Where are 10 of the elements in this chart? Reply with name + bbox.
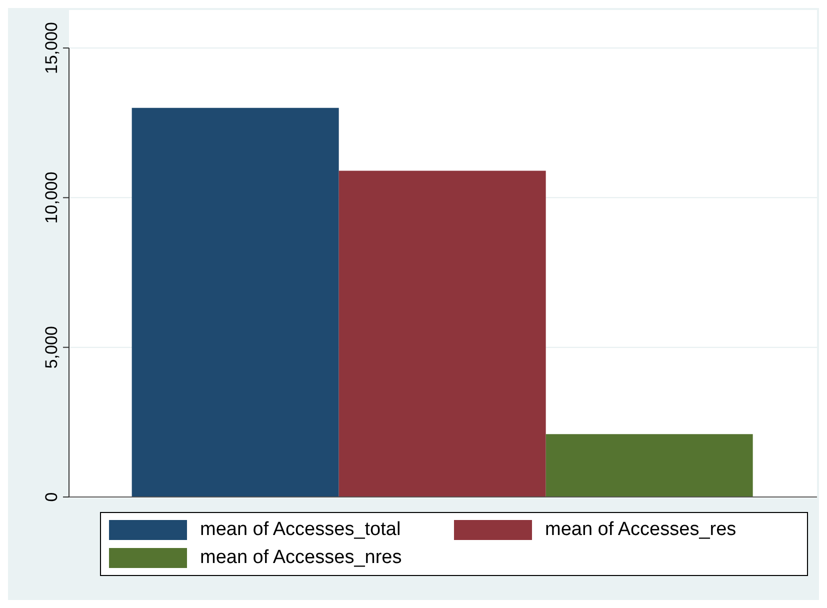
legend-label: mean of Accesses_nres [200, 547, 402, 569]
legend-label: mean of Accesses_total [200, 519, 401, 541]
legend-label: mean of Accesses_res [545, 519, 736, 541]
bar [338, 170, 546, 497]
y-tick-label: 15,000 [42, 22, 61, 74]
y-tick-label: 0 [42, 492, 61, 502]
y-tick-label: 10,000 [42, 172, 61, 224]
bar [132, 108, 339, 497]
y-tick-label: 5,000 [42, 326, 61, 369]
bar [546, 434, 753, 497]
